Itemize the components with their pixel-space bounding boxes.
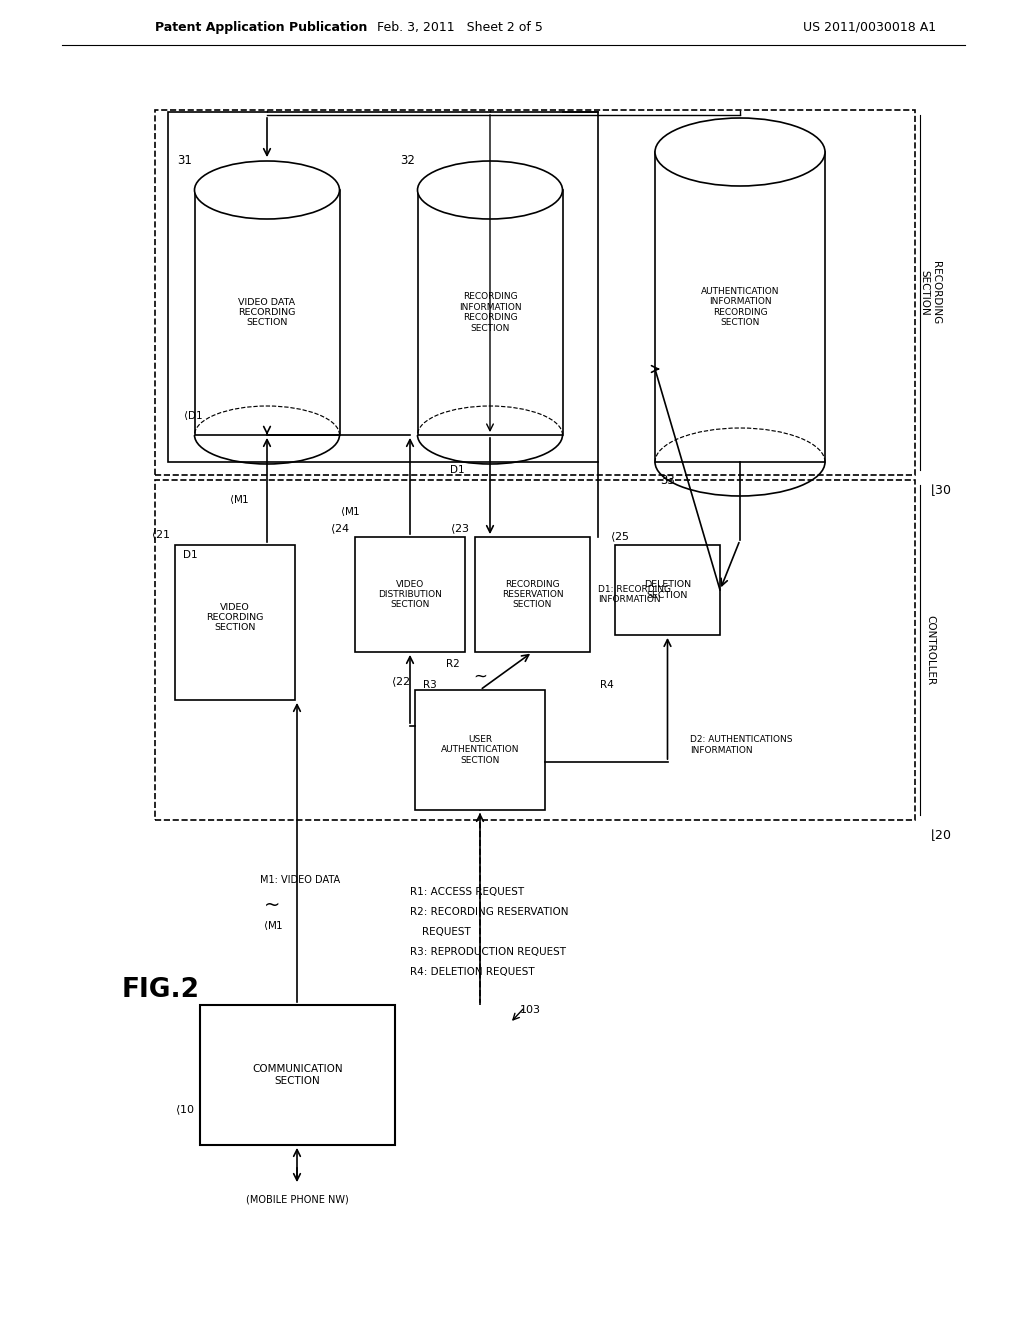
Text: $\langle$23: $\langle$23 <box>451 523 470 536</box>
Text: REQUEST: REQUEST <box>422 927 471 937</box>
Bar <box>195 190 340 436</box>
Bar <box>418 190 562 436</box>
Text: 103: 103 <box>520 1005 541 1015</box>
Text: ~: ~ <box>264 895 281 915</box>
Text: R3: REPRODUCTION REQUEST: R3: REPRODUCTION REQUEST <box>410 946 566 957</box>
Text: USER
AUTHENTICATION
SECTION: USER AUTHENTICATION SECTION <box>440 735 519 764</box>
Text: $\langle$24: $\langle$24 <box>330 523 350 536</box>
Text: CONTROLLER: CONTROLLER <box>925 615 935 685</box>
Text: VIDEO
RECORDING
SECTION: VIDEO RECORDING SECTION <box>206 603 264 632</box>
Text: R4: R4 <box>600 680 613 690</box>
Ellipse shape <box>655 117 825 186</box>
Text: 32: 32 <box>400 153 416 166</box>
Bar <box>200 1005 395 1144</box>
Text: ~: ~ <box>473 668 487 686</box>
Bar <box>155 110 915 475</box>
Bar <box>615 545 720 635</box>
Text: Patent Application Publication: Patent Application Publication <box>155 21 368 33</box>
Text: $\lfloor$30: $\lfloor$30 <box>930 482 952 498</box>
Text: D1: RECORDING
INFORMATION: D1: RECORDING INFORMATION <box>598 585 671 605</box>
Text: $\langle$21: $\langle$21 <box>151 528 170 541</box>
Text: R2: R2 <box>446 659 460 669</box>
Text: COMMUNICATION
SECTION: COMMUNICATION SECTION <box>252 1064 343 1086</box>
Bar <box>655 152 825 462</box>
Text: D2: AUTHENTICATIONS
INFORMATION: D2: AUTHENTICATIONS INFORMATION <box>690 735 793 755</box>
Text: D1: D1 <box>183 550 198 560</box>
Text: RECORDING
RESERVATION
SECTION: RECORDING RESERVATION SECTION <box>502 579 563 610</box>
Text: AUTHENTICATION
INFORMATION
RECORDING
SECTION: AUTHENTICATION INFORMATION RECORDING SEC… <box>700 286 779 327</box>
Text: R4: DELETION REQUEST: R4: DELETION REQUEST <box>410 968 535 977</box>
Text: US 2011/0030018 A1: US 2011/0030018 A1 <box>804 21 937 33</box>
Text: D1: D1 <box>451 465 465 475</box>
Text: R3: R3 <box>423 680 437 690</box>
Text: R2: RECORDING RESERVATION: R2: RECORDING RESERVATION <box>410 907 568 917</box>
Bar <box>415 690 545 810</box>
Text: RECORDING
INFORMATION
RECORDING
SECTION: RECORDING INFORMATION RECORDING SECTION <box>459 293 521 333</box>
Text: Feb. 3, 2011   Sheet 2 of 5: Feb. 3, 2011 Sheet 2 of 5 <box>377 21 543 33</box>
Text: (MOBILE PHONE NW): (MOBILE PHONE NW) <box>246 1195 348 1205</box>
Text: $\langle$D1: $\langle$D1 <box>183 408 203 421</box>
Text: $\langle$M1: $\langle$M1 <box>229 494 250 507</box>
Text: 31: 31 <box>177 153 193 166</box>
Text: R1: ACCESS REQUEST: R1: ACCESS REQUEST <box>410 887 524 898</box>
Text: M1: VIDEO DATA: M1: VIDEO DATA <box>260 875 340 884</box>
Bar <box>175 545 295 700</box>
Text: $\langle$10: $\langle$10 <box>175 1104 195 1117</box>
Bar <box>168 112 598 462</box>
Text: $\langle$22: $\langle$22 <box>390 676 410 689</box>
Text: VIDEO DATA
RECORDING
SECTION: VIDEO DATA RECORDING SECTION <box>239 297 296 327</box>
Text: FIG.2: FIG.2 <box>122 977 200 1003</box>
Text: $\langle$M1: $\langle$M1 <box>263 919 284 932</box>
Text: DELETION
SECTION: DELETION SECTION <box>644 581 691 599</box>
Bar <box>155 480 915 820</box>
Bar <box>355 537 465 652</box>
Text: $\lfloor$20: $\lfloor$20 <box>930 828 952 843</box>
Text: $\langle$M1: $\langle$M1 <box>340 506 360 519</box>
Text: VIDEO
DISTRIBUTION
SECTION: VIDEO DISTRIBUTION SECTION <box>378 579 442 610</box>
Text: $\langle$25: $\langle$25 <box>610 531 630 544</box>
Bar <box>475 537 590 652</box>
Text: 33: 33 <box>660 474 675 487</box>
Text: RECORDING
SECTION: RECORDING SECTION <box>920 261 941 325</box>
Ellipse shape <box>418 161 562 219</box>
Ellipse shape <box>195 161 340 219</box>
